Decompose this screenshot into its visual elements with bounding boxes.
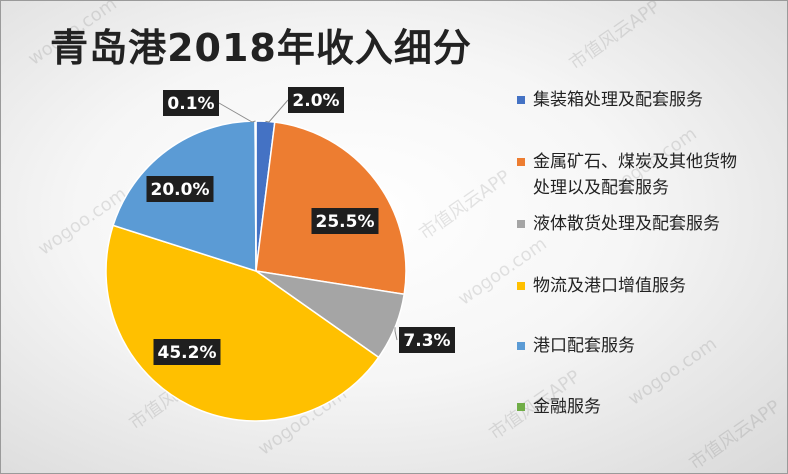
legend-swatch-4: [517, 342, 525, 350]
legend-swatch-2: [517, 220, 525, 228]
leader-line-5: [218, 102, 256, 123]
legend-label-3: 物流及港口增值服务: [533, 276, 686, 296]
data-label-box-3: [153, 339, 221, 365]
pie-slice-3: [105, 224, 380, 422]
legend-label-4: 港口配套服务: [533, 336, 635, 356]
leader-line-2: [394, 327, 398, 341]
data-label-3: 45.2%: [153, 339, 221, 365]
pie-slice-5: [254, 120, 257, 272]
legend-label-0: 集装箱处理及配套服务: [533, 90, 703, 110]
legend-swatch-5: [517, 403, 525, 411]
data-label-box-4: [146, 176, 214, 202]
legend-item-1: 金属矿石、煤炭及其他货物 处理以及配套服务: [517, 149, 779, 201]
legend-label-5: 金融服务: [533, 397, 601, 417]
legend-swatch-1: [517, 158, 525, 166]
data-label-0: 2.0%: [288, 87, 344, 113]
data-label-box-5: [163, 90, 219, 116]
chart-title: 青岛港2018年收入细分: [50, 26, 472, 70]
legend-item-5: 金融服务: [517, 394, 779, 420]
legend-item-3: 物流及港口增值服务: [517, 273, 779, 299]
data-label-text-1: 25.5%: [316, 212, 375, 232]
data-label-2: 7.3%: [399, 327, 455, 353]
data-label-text-4: 20.0%: [151, 180, 210, 200]
data-label-5: 0.1%: [163, 90, 219, 116]
data-label-box-2: [399, 327, 455, 353]
data-label-4: 20.0%: [146, 176, 214, 202]
data-label-text-0: 2.0%: [292, 91, 339, 111]
legend-item-4: 港口配套服务: [517, 333, 779, 359]
data-label-box-0: [288, 87, 344, 113]
legend-swatch-3: [517, 282, 525, 290]
data-label-text-2: 7.3%: [403, 331, 450, 351]
legend-item-0: 集装箱处理及配套服务: [517, 87, 779, 113]
legend-label-1: 金属矿石、煤炭及其他货物 处理以及配套服务: [533, 152, 737, 198]
data-label-box-1: [311, 208, 379, 234]
data-label-text-3: 45.2%: [158, 343, 217, 363]
data-label-text-5: 0.1%: [167, 94, 214, 114]
legend-label-2: 液体散货处理及配套服务: [533, 214, 720, 234]
legend-item-2: 液体散货处理及配套服务: [517, 211, 779, 237]
leader-line-0: [265, 99, 289, 123]
legend-swatch-0: [517, 96, 525, 104]
data-label-1: 25.5%: [311, 208, 379, 234]
